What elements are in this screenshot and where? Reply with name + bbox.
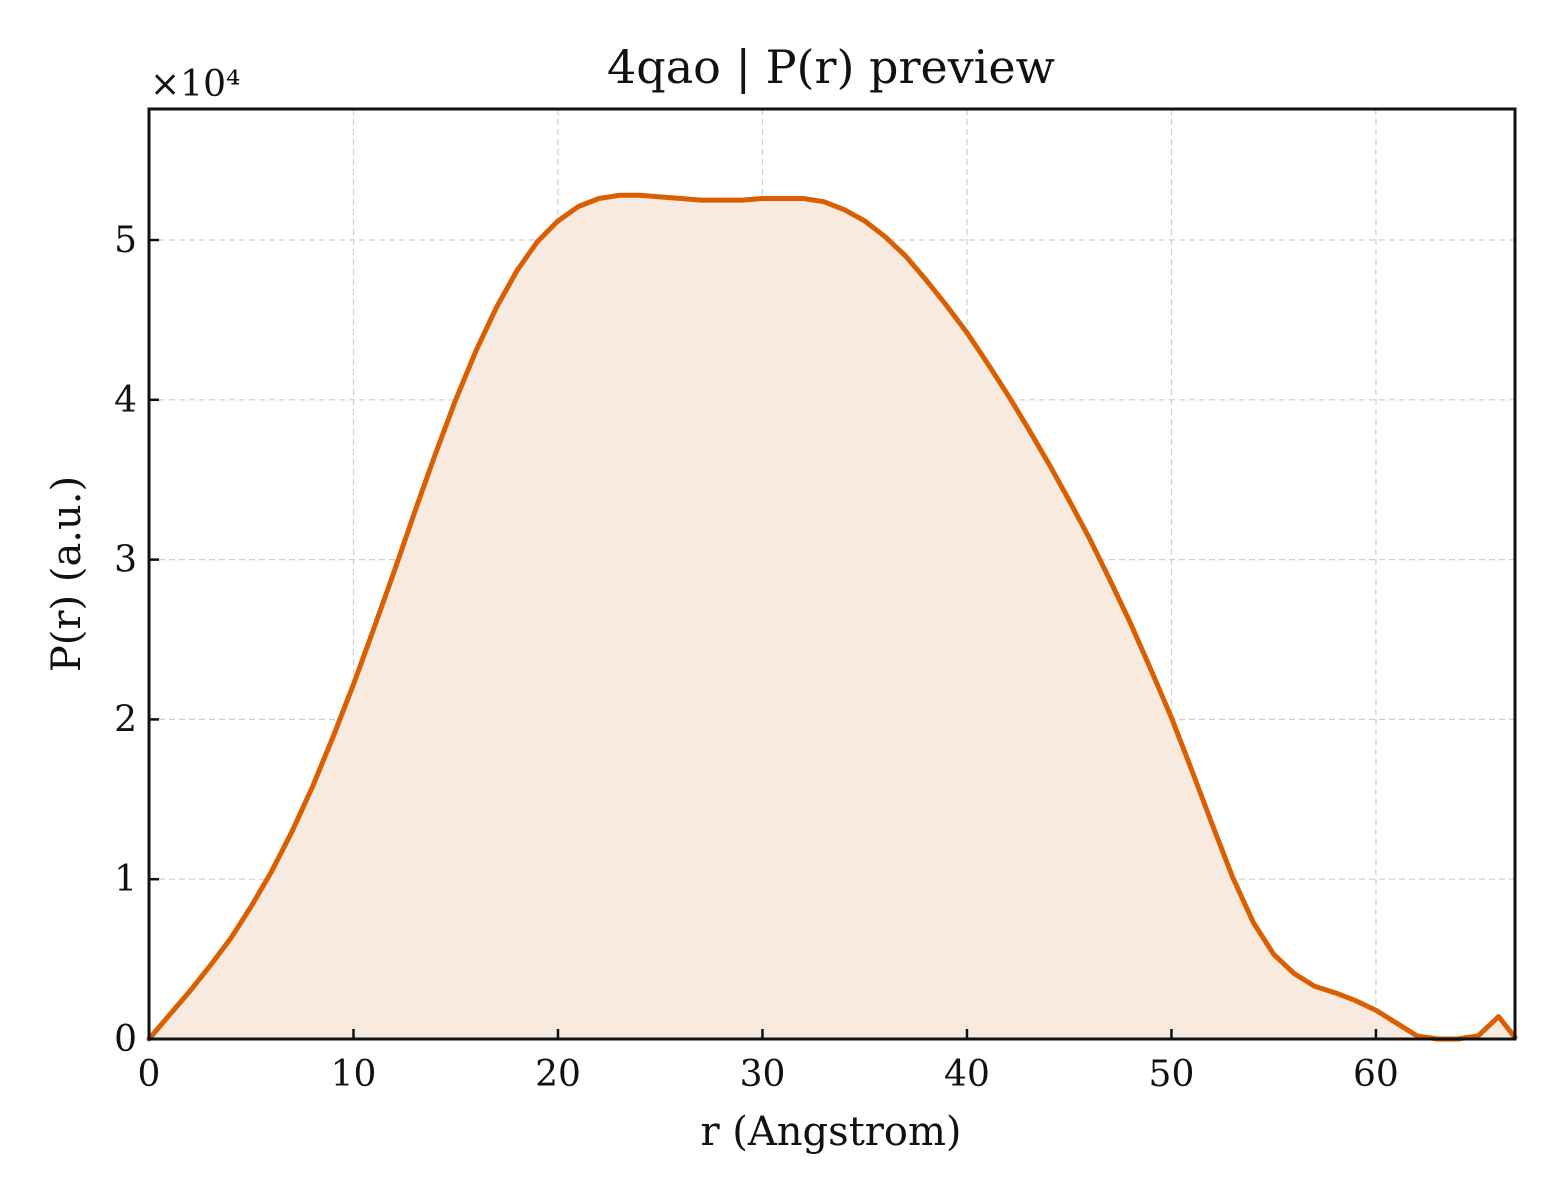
plot-frame [147,107,1517,1041]
y-tick-label: 1 [114,859,137,900]
y-tick-label: 3 [114,540,137,581]
x-tick-label: 40 [944,1054,990,1095]
chart-title: 4qao | P(r) preview [607,40,1055,94]
y-tick-label: 5 [114,220,137,261]
y-axis-ticks: 0 1 2 3 4 5 [114,220,159,1060]
y-tick-label: 2 [114,699,137,740]
x-tick-label: 20 [535,1054,581,1095]
area-fill [149,195,1515,1040]
x-tick-label: 50 [1149,1054,1195,1095]
x-axis-label: r (Angstrom) [700,1109,961,1155]
x-tick-label: 10 [331,1054,377,1095]
x-tick-label: 30 [740,1054,786,1095]
x-tick-label: 0 [138,1054,161,1095]
x-tick-label: 60 [1353,1054,1399,1095]
y-tick-label: 0 [114,1019,137,1060]
pr-curve [146,192,1518,1042]
y-tick-label: 4 [114,380,137,421]
x-axis-ticks: 0 10 20 30 40 50 60 [138,1029,1399,1095]
y-multiplier-label: ×10⁴ [150,64,240,105]
y-axis-label: P(r) (a.u.) [44,476,90,672]
